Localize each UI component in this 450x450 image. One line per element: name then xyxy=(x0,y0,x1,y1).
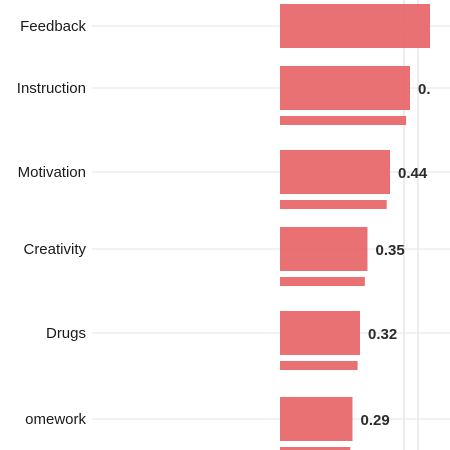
value-label-instruction: 0. xyxy=(418,81,431,98)
category-label-instruction: Instruction xyxy=(17,80,86,97)
bar-secondary-instruction xyxy=(280,116,407,125)
bar-secondary-drugs xyxy=(280,361,358,370)
category-label-creativity: Creativity xyxy=(23,241,86,258)
category-label-drugs: Drugs xyxy=(46,325,86,342)
bar-secondary-creativity xyxy=(280,277,365,286)
bar-feedback xyxy=(280,4,430,48)
bars xyxy=(280,4,430,450)
bar-omework xyxy=(280,397,353,441)
category-labels: Feedback Instruction Motivation Creativity D… xyxy=(17,18,87,428)
category-label-motivation: Motivation xyxy=(18,164,86,181)
value-label-drugs: 0.32 xyxy=(368,326,397,343)
bar-creativity xyxy=(280,227,368,271)
value-label-creativity: 0.35 xyxy=(376,242,405,259)
category-label-feedback: Feedback xyxy=(20,18,86,35)
value-labels: 0. 0.44 0.35 0.32 0.29 xyxy=(361,81,431,429)
bar-instruction xyxy=(280,66,410,110)
bar-secondary-omework xyxy=(280,447,351,450)
bar-secondary-motivation xyxy=(280,200,387,209)
value-label-motivation: 0.44 xyxy=(398,165,428,182)
value-label-omework: 0.29 xyxy=(361,412,390,429)
bar-drugs xyxy=(280,311,360,355)
category-label-omework: omework xyxy=(25,411,86,428)
bar-motivation xyxy=(280,150,390,194)
gridlines xyxy=(92,0,450,450)
